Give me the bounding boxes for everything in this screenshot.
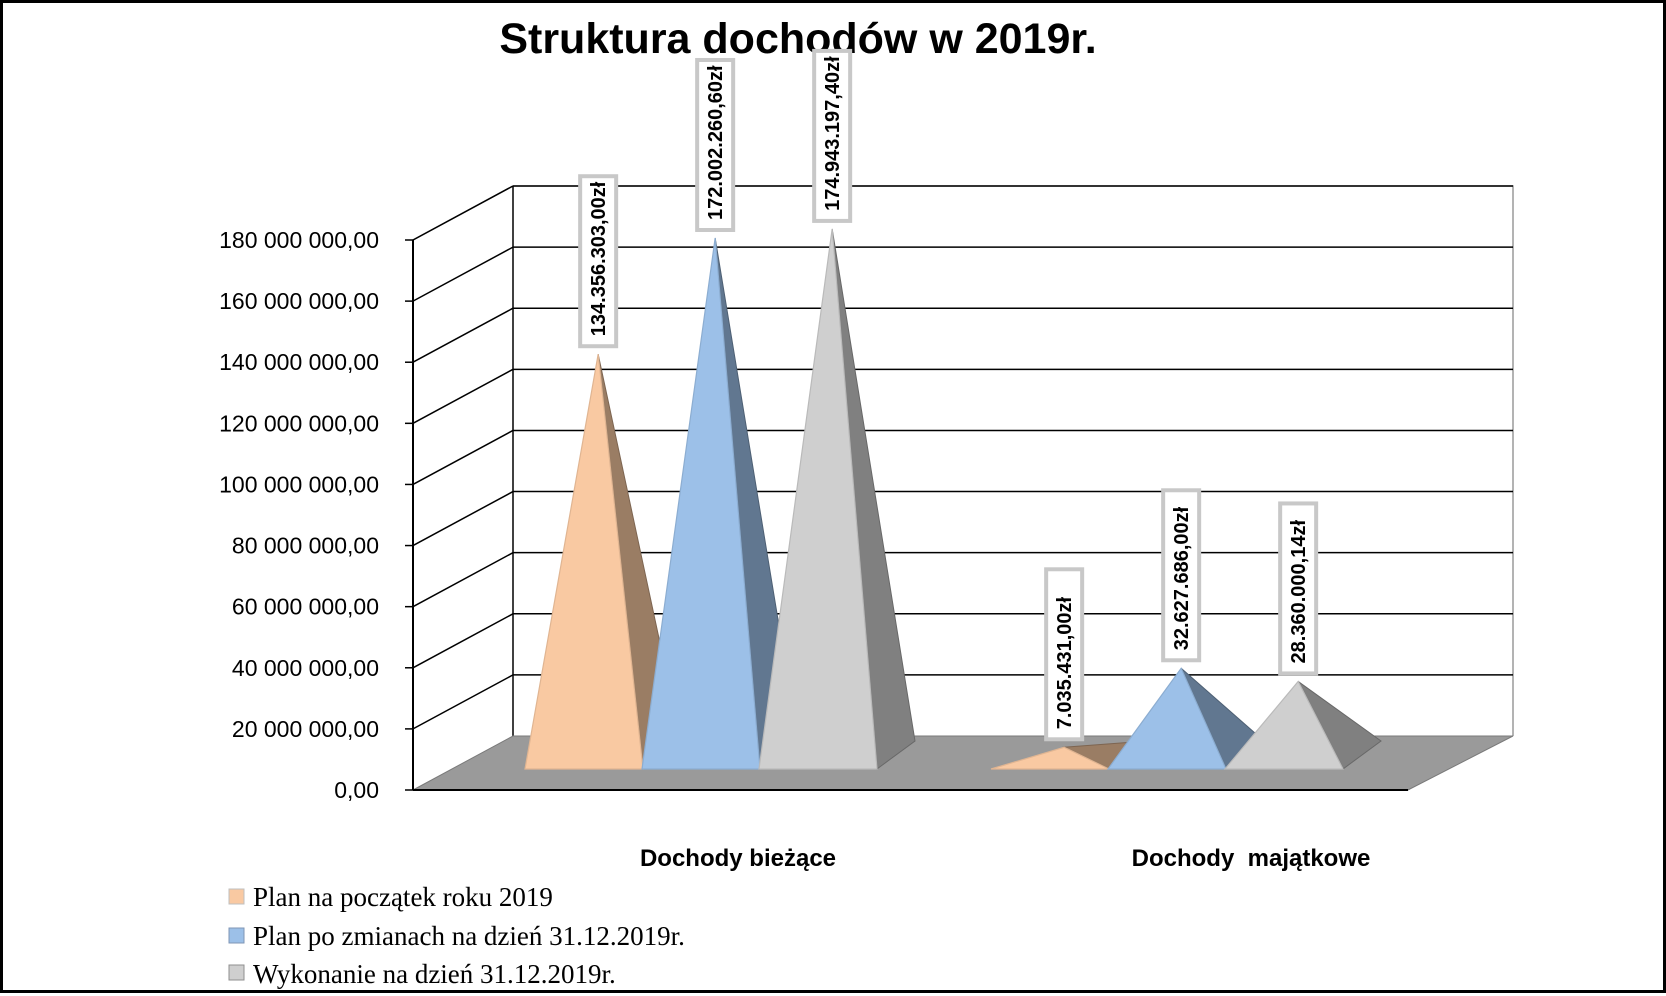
y-tick-label: 180 000 000,00	[219, 227, 379, 253]
legend-label-plan-changed: Plan po zmianach na dzień 31.12.2019r.	[253, 921, 685, 951]
grid-line-diagonal	[412, 552, 514, 608]
data-labels: 134.356.303,00zł 7.035.431,00zł 172.002.26…	[578, 48, 1319, 742]
grid-line-diagonal	[412, 246, 514, 302]
data-label-2-0: 174.943.197,40zł	[812, 48, 853, 223]
y-tick-label: 20 000 000,00	[232, 716, 379, 742]
data-label-box	[578, 174, 619, 349]
legend-swatch-execution	[228, 964, 245, 981]
data-label-text: 7.035.431,00zł	[1054, 597, 1076, 730]
y-tick-label: 40 000 000,00	[232, 655, 379, 681]
data-label-0-0: 134.356.303,00zł	[578, 174, 619, 349]
pyramid-bar-2-0	[758, 228, 878, 770]
grid-line-diagonal	[412, 613, 514, 669]
data-label-text: 172.002.260,60zł	[705, 65, 727, 220]
data-label-2-1: 28.360.000,14zł	[1278, 501, 1319, 676]
data-label-text: 28.360.000,14zł	[1288, 520, 1310, 664]
data-label-box	[1044, 567, 1085, 742]
grid-line-diagonal	[412, 307, 514, 363]
category-label-assets: Dochody majątkowe	[1132, 845, 1371, 872]
legend-label-execution: Wykonanie na dzień 31.12.2019r.	[253, 959, 616, 989]
data-label-text: 134.356.303,00zł	[588, 181, 610, 336]
y-tick-label: 60 000 000,00	[232, 594, 379, 620]
pyramid-bar-0-1	[990, 746, 1110, 770]
grid-line-diagonal	[412, 185, 514, 241]
y-tick-label: 0,00	[334, 777, 379, 803]
data-label-text: 32.627.686,00zł	[1171, 506, 1193, 650]
chart-canvas: Struktura dochodów w 2019r. 0,00 20 000 0…	[219, 15, 1514, 989]
y-tick-label: 120 000 000,00	[219, 410, 379, 436]
y-tick-label: 160 000 000,00	[219, 288, 379, 314]
legend: Plan na początek roku 2019 Plan po zmian…	[228, 882, 685, 989]
data-label-0-1: 7.035.431,00zł	[1044, 567, 1085, 742]
data-label-1-0: 172.002.260,60zł	[695, 57, 736, 232]
legend-swatch-plan-changed	[228, 927, 245, 944]
y-tick-label: 100 000 000,00	[219, 471, 379, 497]
pyramid-bar-0-0	[524, 354, 644, 770]
legend-label-plan-start: Plan na początek roku 2019	[253, 882, 553, 912]
pyramid-bars	[524, 228, 1382, 770]
y-axis-ticks: 0,00 20 000 000,00 40 000 000,00 60 000 000…	[219, 227, 413, 803]
legend-swatch-plan-start	[228, 888, 245, 905]
grid-line-diagonal	[412, 674, 514, 730]
pyramid-bar-2-1	[1223, 680, 1344, 770]
y-tick-label: 140 000 000,00	[219, 349, 379, 375]
pyramid-bar-1-0	[641, 237, 761, 770]
grid-line-diagonal	[412, 368, 514, 424]
data-label-box	[695, 57, 736, 232]
grid-line-diagonal	[412, 490, 514, 547]
data-label-box	[1161, 488, 1202, 663]
data-label-box	[812, 48, 853, 223]
data-label-1-1: 32.627.686,00zł	[1161, 488, 1202, 663]
chart-title: Struktura dochodów w 2019r.	[499, 15, 1096, 63]
grid-line-diagonal	[412, 429, 514, 486]
data-label-text: 174.943.197,40zł	[822, 56, 844, 211]
pyramid-bar-1-1	[1106, 667, 1227, 770]
data-label-box	[1278, 501, 1319, 676]
category-label-current: Dochody bieżące	[640, 845, 836, 872]
y-tick-label: 80 000 000,00	[232, 533, 379, 559]
